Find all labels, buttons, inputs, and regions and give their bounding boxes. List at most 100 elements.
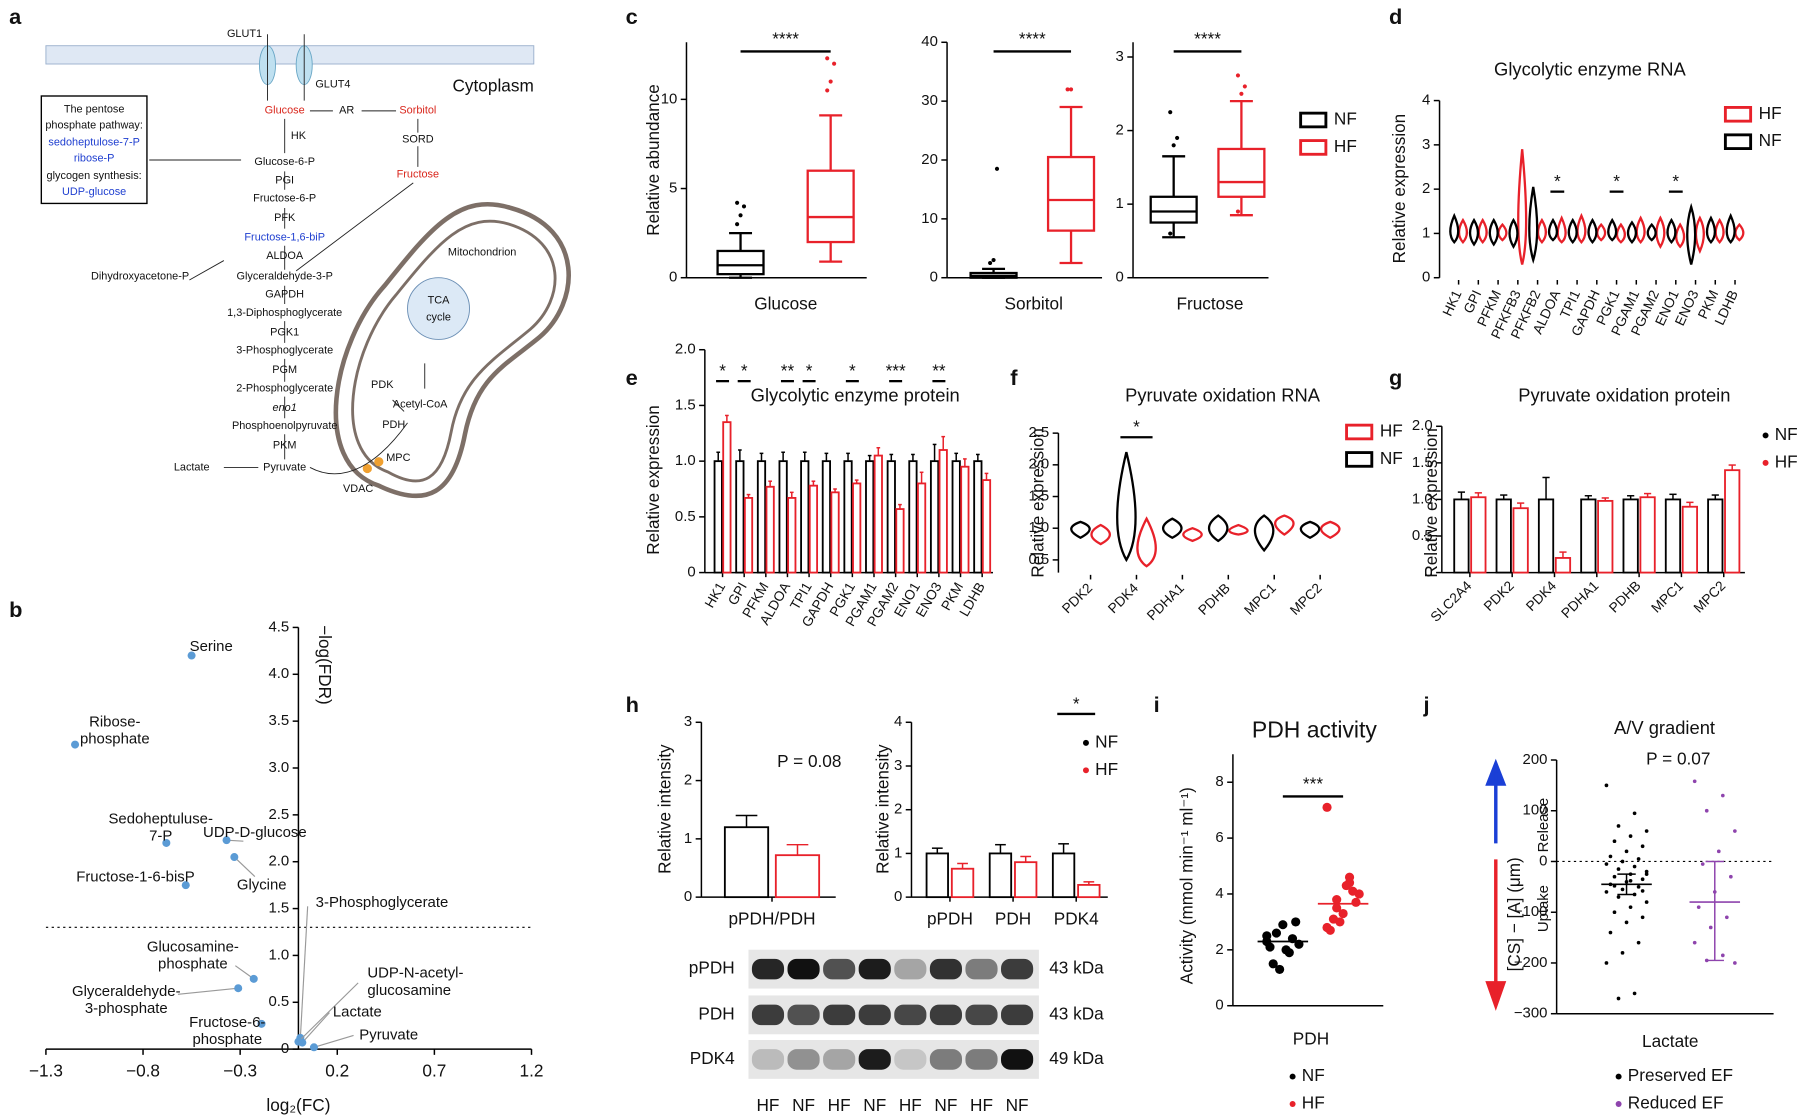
diagram-label: Phosphoenolpyruvate — [232, 420, 337, 432]
diagram-label: PGK1 — [270, 326, 299, 338]
point — [1351, 897, 1361, 907]
leader-line — [301, 1012, 330, 1043]
y-tick-label: 4 — [1422, 93, 1430, 109]
outlier — [1235, 73, 1241, 78]
diagram-label: Glyceraldehyde-3-P — [237, 270, 333, 282]
point — [1692, 940, 1697, 945]
bar — [800, 460, 810, 574]
y-tick-label: 20 — [921, 152, 938, 168]
diagram-label: Sorbitol — [399, 105, 436, 117]
point — [1612, 839, 1617, 844]
diagram-label: phosphate pathway: — [45, 120, 143, 132]
x-tick-label: MPC1 — [1241, 580, 1279, 618]
legend-label: HF — [1302, 1093, 1325, 1113]
point-label: Fructose-6-phosphate — [189, 1015, 265, 1048]
violin — [1635, 215, 1646, 245]
bar — [886, 460, 896, 574]
point — [1696, 905, 1701, 909]
point-label-line: phosphate — [80, 731, 150, 747]
x-tick-label: −0.3 — [223, 1061, 257, 1081]
point — [1628, 878, 1633, 883]
point — [1632, 991, 1637, 996]
point — [1624, 920, 1629, 925]
violin — [1090, 523, 1111, 546]
point — [1275, 964, 1285, 974]
diagram-label: GLUT1 — [227, 28, 262, 40]
diagram-label: PDH — [382, 419, 405, 431]
bar — [988, 852, 1013, 899]
point-label-line: Pyruvate — [359, 1027, 418, 1043]
blot-band — [894, 1004, 927, 1026]
point-label: Glucosamine-phosphate — [147, 939, 239, 972]
violin — [1468, 217, 1480, 247]
legend-label: HF — [1775, 451, 1798, 471]
y-tick-label: 5 — [669, 180, 677, 196]
bar — [1597, 499, 1614, 574]
box — [716, 249, 765, 276]
diagram-label: GLUT4 — [315, 78, 350, 90]
mitochondrion-inner — [351, 219, 557, 483]
point — [1322, 802, 1332, 812]
x-axis-label: Fructose — [1176, 294, 1243, 314]
violin — [1449, 212, 1460, 245]
point — [257, 1019, 266, 1028]
diagram-label: Acetyl-CoA — [393, 398, 448, 410]
point — [1620, 859, 1625, 864]
point — [1332, 894, 1342, 905]
point-label: UDP-D-glucose — [203, 825, 307, 841]
blot-band — [787, 958, 820, 980]
bar — [1495, 498, 1512, 574]
point — [1644, 872, 1649, 877]
blot-band — [751, 1004, 785, 1026]
blot-band — [929, 1004, 962, 1026]
violin — [1517, 149, 1528, 265]
y-tick-label: 2.0 — [675, 342, 696, 358]
y-tick-label: 3 — [684, 714, 692, 730]
point — [1632, 864, 1637, 869]
legend-marker — [1299, 111, 1328, 129]
legend-marker — [1615, 1073, 1622, 1080]
bar — [938, 449, 948, 574]
y-axis-label: [CS] − [A] (μm) — [1504, 857, 1524, 971]
violin — [1497, 222, 1508, 242]
point — [230, 853, 239, 862]
point-label-line: 3-phosphate — [85, 1001, 168, 1017]
y-tick-label: 2 — [894, 802, 902, 818]
bar — [808, 484, 819, 574]
point-label: UDP-N-acetyl-glucosamine — [367, 966, 463, 999]
violin — [1666, 217, 1677, 245]
y-tick-label: 0.5 — [269, 994, 290, 1010]
blot-band — [929, 1049, 962, 1070]
point — [234, 984, 243, 993]
diagram-label: ribose-P — [74, 153, 115, 165]
point — [1692, 779, 1697, 784]
legend-label: HF — [1380, 421, 1403, 441]
diagram-shapes — [40, 34, 571, 499]
violin — [1477, 217, 1488, 245]
bar — [735, 460, 745, 574]
x-tick-label: MPC1 — [1648, 578, 1686, 616]
y-tick-label: 4.0 — [269, 666, 290, 682]
pathway-box — [40, 95, 148, 205]
y-tick-label: −200 — [1514, 955, 1548, 971]
x-tick-label: PDHA1 — [1144, 580, 1187, 623]
point — [1616, 824, 1621, 828]
point — [222, 836, 231, 845]
bar — [1622, 498, 1639, 574]
point — [1335, 917, 1345, 927]
bar — [778, 460, 788, 574]
y-tick-label: 0 — [1116, 270, 1124, 286]
significance: *** — [886, 361, 906, 381]
bar — [830, 491, 840, 574]
point — [1344, 872, 1355, 882]
y-tick-label: 0.5 — [1029, 552, 1050, 568]
diagram-label: 3-Phosphoglycerate — [236, 345, 333, 357]
point — [1348, 886, 1358, 896]
x-axis-label: log₂(FC) — [266, 1095, 330, 1115]
annotation: P = 0.08 — [777, 751, 841, 771]
point — [1644, 829, 1649, 833]
leader-line — [298, 982, 359, 1043]
point-label-line: glucosamine — [367, 983, 451, 999]
blot-band — [894, 1049, 927, 1070]
